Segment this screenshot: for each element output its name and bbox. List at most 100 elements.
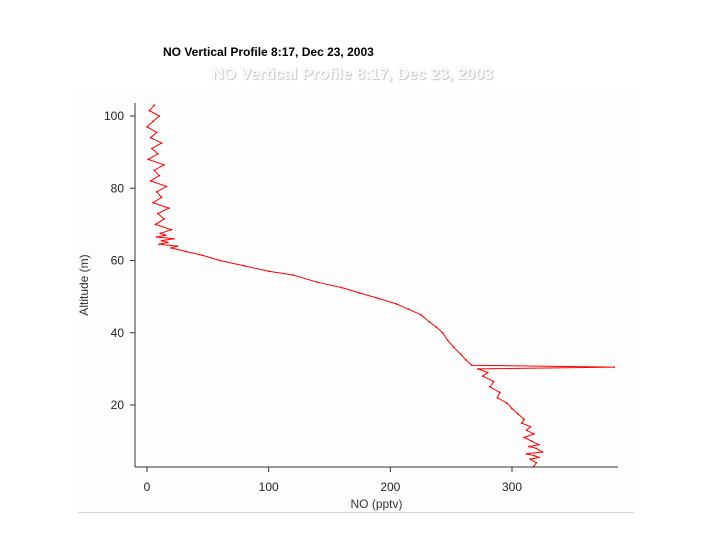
data-point bbox=[146, 125, 148, 128]
data-point bbox=[163, 218, 165, 220]
data-point bbox=[523, 418, 526, 421]
data-point bbox=[541, 451, 544, 453]
data-point bbox=[498, 391, 501, 394]
data-point bbox=[170, 228, 173, 231]
data-point bbox=[159, 232, 162, 235]
data-point bbox=[219, 259, 221, 262]
data-point bbox=[292, 274, 294, 276]
data-point bbox=[492, 380, 495, 383]
data-point bbox=[158, 243, 161, 246]
data-point bbox=[529, 425, 532, 428]
data-point bbox=[149, 180, 152, 182]
data-point bbox=[464, 358, 467, 361]
data-point bbox=[160, 142, 163, 145]
data-point bbox=[176, 245, 179, 248]
x-ticks: 0 100 200 300 bbox=[144, 467, 522, 494]
plot-panel bbox=[78, 90, 634, 513]
chart-title-ghost: NO Vertical Profile 8:17, Dec 23, 2003 bbox=[212, 66, 494, 83]
data-point bbox=[506, 402, 508, 405]
data-point bbox=[155, 131, 158, 134]
data-point bbox=[535, 461, 538, 464]
data-point bbox=[486, 371, 489, 374]
y-tick-label: 80 bbox=[111, 181, 125, 195]
data-point bbox=[316, 281, 319, 284]
data-point bbox=[511, 407, 513, 410]
data-point bbox=[460, 353, 462, 356]
data-point bbox=[525, 452, 528, 455]
data-point bbox=[377, 297, 380, 300]
x-tick-label: 200 bbox=[380, 480, 400, 494]
data-point bbox=[441, 331, 444, 334]
data-point bbox=[419, 313, 422, 316]
data-point bbox=[243, 265, 246, 267]
data-point bbox=[160, 196, 163, 199]
data-point bbox=[530, 440, 533, 442]
data-point bbox=[537, 456, 540, 459]
data-point bbox=[470, 364, 473, 367]
data-point bbox=[200, 254, 203, 256]
data-point bbox=[517, 413, 519, 415]
data-point bbox=[435, 326, 438, 329]
data-point bbox=[148, 109, 151, 112]
y-tick-label: 100 bbox=[104, 109, 124, 123]
series-line bbox=[146, 104, 615, 467]
y-tick-label: 40 bbox=[111, 326, 125, 340]
data-point bbox=[520, 422, 523, 424]
data-point bbox=[613, 366, 616, 368]
data-point bbox=[151, 147, 153, 150]
data-point bbox=[359, 292, 361, 294]
y-ticks: 20 40 60 80 100 bbox=[104, 109, 135, 412]
chart-title: NO Vertical Profile 8:17, Dec 23, 2003 bbox=[163, 45, 374, 59]
data-point bbox=[155, 191, 158, 193]
data-point bbox=[267, 270, 270, 273]
data-point bbox=[523, 436, 526, 439]
data-point bbox=[170, 247, 173, 249]
data-point bbox=[535, 447, 538, 450]
data-point bbox=[147, 158, 150, 161]
data-point bbox=[446, 339, 449, 341]
x-axis-label: NO (pptv) bbox=[350, 497, 402, 511]
data-point bbox=[533, 465, 535, 468]
data-point bbox=[152, 120, 155, 123]
data-point bbox=[489, 386, 491, 388]
data-point bbox=[477, 368, 479, 370]
data-point bbox=[537, 443, 540, 446]
data-point bbox=[496, 396, 499, 399]
data-point bbox=[529, 458, 532, 461]
y-tick-label: 60 bbox=[111, 254, 125, 268]
data-point bbox=[153, 169, 156, 172]
data-point bbox=[158, 174, 161, 177]
data-point bbox=[160, 239, 163, 242]
data-point bbox=[172, 237, 175, 240]
data-point bbox=[533, 454, 535, 457]
x-tick-label: 300 bbox=[502, 480, 522, 494]
axes bbox=[134, 103, 618, 468]
data-point bbox=[158, 115, 161, 117]
data-point bbox=[164, 234, 167, 237]
data-point bbox=[152, 201, 155, 204]
data-point bbox=[157, 212, 159, 215]
series-points bbox=[146, 104, 616, 468]
data-point bbox=[157, 153, 159, 155]
data-point bbox=[166, 241, 169, 244]
x-tick-label: 100 bbox=[259, 480, 279, 494]
data-point bbox=[163, 163, 165, 166]
y-tick-label: 20 bbox=[111, 398, 125, 412]
data-point bbox=[525, 429, 528, 432]
data-point bbox=[428, 321, 431, 323]
data-point bbox=[395, 303, 398, 305]
data-point bbox=[481, 375, 484, 377]
y-axis-label: Altitude (m) bbox=[77, 254, 91, 315]
data-point bbox=[154, 223, 157, 226]
data-point bbox=[340, 286, 343, 289]
data-point bbox=[533, 433, 535, 435]
data-point bbox=[153, 104, 156, 107]
data-point bbox=[155, 236, 158, 238]
data-point bbox=[528, 445, 530, 448]
data-point bbox=[168, 207, 170, 210]
data-point bbox=[407, 308, 410, 311]
x-tick-label: 0 bbox=[144, 480, 151, 494]
data-point bbox=[165, 185, 168, 188]
data-point bbox=[185, 250, 187, 253]
